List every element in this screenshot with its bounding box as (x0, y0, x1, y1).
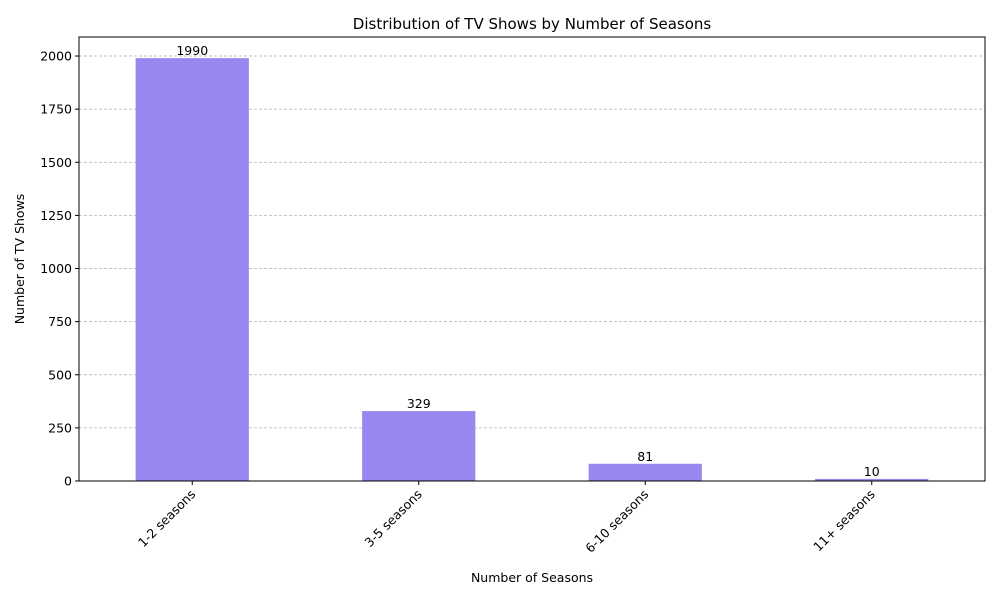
bars-layer (135, 58, 929, 482)
bar-data-label: 1990 (176, 43, 208, 58)
y-tick-label: 1250 (40, 208, 72, 223)
plot-frame (78, 36, 986, 482)
chart-title: Distribution of TV Shows by Number of Se… (353, 15, 712, 33)
bar-data-label: 10 (864, 464, 880, 479)
y-tick-label: 250 (48, 420, 72, 435)
x-tick-label: 1-2 seasons (135, 487, 199, 551)
bar (135, 58, 249, 482)
y-tick-label: 0 (64, 474, 72, 489)
y-tick-label: 500 (48, 367, 72, 382)
y-tick-label: 750 (48, 314, 72, 329)
x-tick-label: 6-10 seasons (582, 487, 651, 556)
x-tick-label: 3-5 seasons (361, 487, 425, 551)
y-tick-label: 1500 (40, 155, 72, 170)
bar (588, 463, 702, 481)
x-tick-label: 11+ seasons (810, 487, 878, 555)
x-axis-label: Number of Seasons (471, 570, 593, 585)
data-labels-layer: 1990 329 81 10 (176, 43, 879, 479)
y-tick-label: 1000 (40, 261, 72, 276)
y-tick-label: 1750 (40, 102, 72, 117)
bar-data-label: 81 (637, 449, 653, 464)
bar-data-label: 329 (407, 396, 431, 411)
bar (815, 478, 929, 481)
bar (362, 411, 476, 481)
y-tick-label: 2000 (40, 49, 72, 64)
y-axis-label: Number of TV Shows (12, 194, 27, 325)
